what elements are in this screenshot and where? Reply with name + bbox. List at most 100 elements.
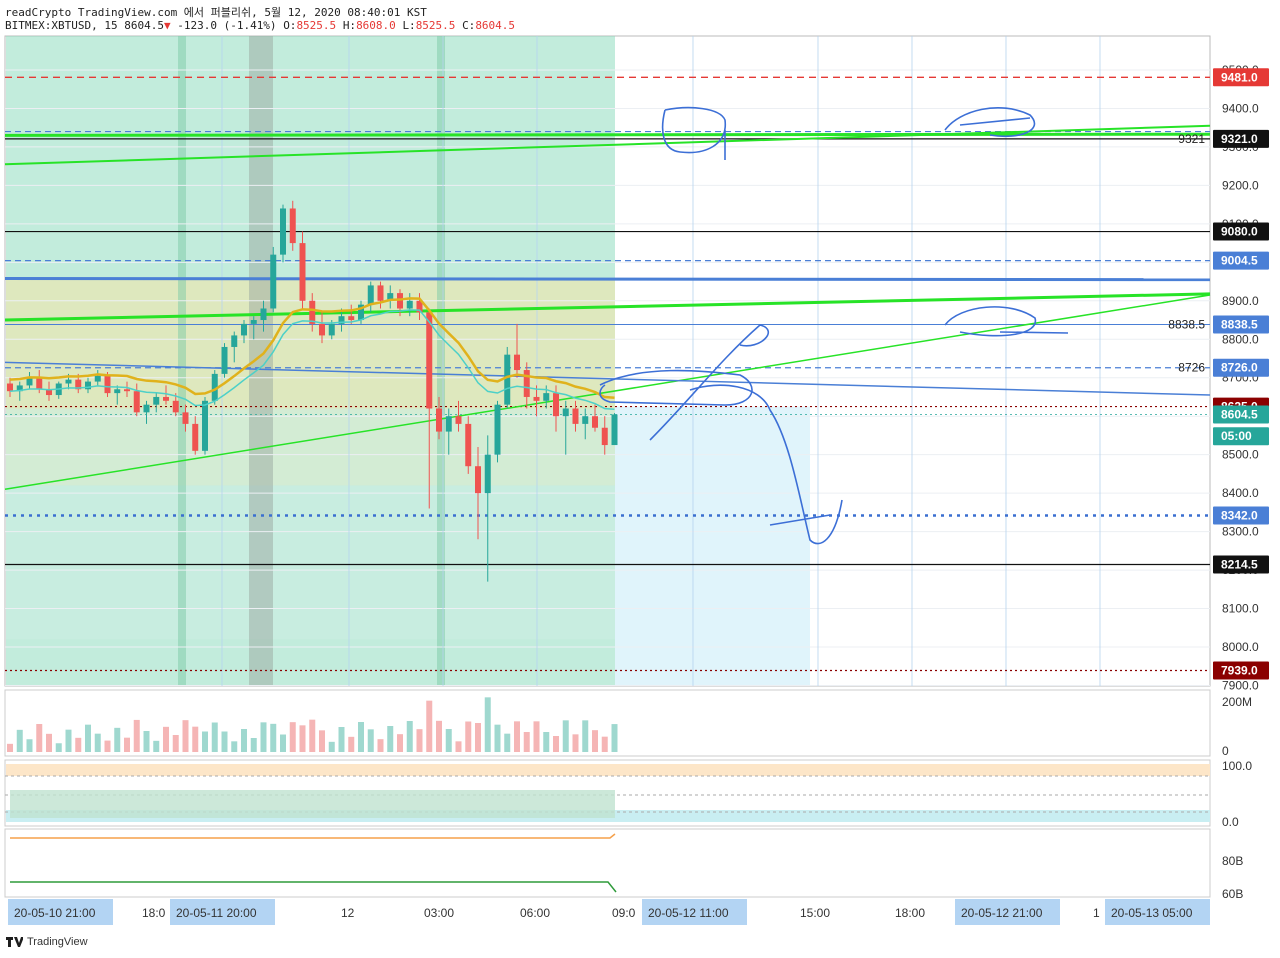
candle	[260, 308, 267, 321]
y-tick-label: 8000.0	[1222, 640, 1259, 654]
candle	[65, 379, 72, 384]
volume-bar	[328, 741, 335, 752]
candle	[250, 320, 257, 324]
x-tick-label: 1	[1093, 906, 1100, 920]
candle	[36, 377, 43, 390]
x-label-highlight	[955, 899, 1060, 925]
x-tick-label: 20-05-13 05:00	[1111, 906, 1193, 920]
open-value: 8525.5	[296, 19, 337, 32]
volume-tick-label: 0	[1222, 744, 1229, 758]
candle	[611, 414, 618, 446]
candle	[553, 393, 559, 417]
osc2-line-orange	[10, 833, 616, 839]
candle	[241, 323, 247, 336]
x-label-highlight	[8, 899, 113, 925]
volume-bar	[514, 721, 520, 752]
volume-bar	[319, 730, 325, 752]
volume-bar	[611, 724, 618, 752]
candle	[445, 416, 452, 432]
close-value: 8604.5	[475, 19, 516, 32]
candle	[221, 346, 228, 374]
volume-bar	[143, 731, 150, 752]
volume-bar	[338, 727, 345, 752]
y-tick-label: 9400.0	[1222, 101, 1259, 115]
candle	[163, 396, 169, 401]
y-tick-label: 7900.0	[1222, 678, 1259, 692]
bg-band	[178, 36, 186, 686]
symbol-name: BITMEX:XBTUSD, 15	[5, 19, 118, 32]
drawing-circle	[944, 107, 1036, 138]
osc-tick-label: 100.0	[1222, 759, 1252, 773]
y-tick-label: 8400.0	[1222, 486, 1259, 500]
candle	[94, 375, 101, 382]
candle	[514, 354, 520, 371]
drawing-path	[649, 324, 843, 545]
candle	[182, 412, 189, 424]
candle	[211, 373, 218, 401]
volume-bar	[299, 725, 306, 752]
candle	[582, 416, 589, 424]
drawing-box	[599, 369, 753, 406]
volume-bar	[387, 726, 394, 752]
candle	[85, 381, 91, 390]
y-tick-label: 8300.0	[1222, 525, 1259, 539]
volume-bar	[367, 729, 374, 752]
ma-line	[9, 309, 615, 411]
volume-bar	[601, 736, 608, 752]
drawing-circle	[944, 306, 1069, 337]
volume-bar	[114, 727, 121, 752]
volume-bar	[397, 734, 403, 752]
candle	[202, 400, 208, 451]
candle	[533, 396, 540, 401]
volume-bar	[26, 739, 33, 752]
volume-bar	[241, 729, 247, 752]
candle	[124, 389, 130, 392]
volume-bar	[280, 734, 286, 752]
candle	[455, 416, 462, 424]
volume-bar	[94, 733, 101, 752]
candle	[153, 396, 160, 405]
volume-bar	[202, 731, 208, 752]
volume-bar	[221, 731, 228, 752]
candle	[494, 404, 501, 455]
price-label-badge	[1213, 315, 1269, 334]
osc2-tick-label: 60B	[1222, 887, 1243, 901]
price-label: 9080.0	[1221, 225, 1258, 239]
x-tick-label: 15:00	[800, 906, 830, 920]
volume-bar	[309, 719, 316, 752]
high-value: 8608.0	[356, 19, 396, 32]
volume-bar	[543, 732, 550, 752]
candle	[601, 427, 608, 446]
last-price: 8604.5	[124, 19, 164, 32]
candle	[26, 377, 33, 386]
volume-bar	[426, 700, 433, 752]
osc-fill	[10, 790, 615, 818]
candle	[319, 323, 325, 336]
volume-bar	[436, 720, 442, 752]
osc-band-top	[6, 764, 1210, 776]
price-label-badge	[1213, 405, 1269, 424]
volume-bar	[104, 740, 111, 752]
price-label: 8604.5	[1221, 407, 1258, 421]
candle	[172, 400, 179, 413]
candle	[367, 285, 374, 305]
volume-bar	[582, 720, 589, 752]
candle	[309, 300, 316, 324]
x-label-highlight	[170, 899, 275, 925]
candle	[572, 408, 579, 424]
volume-bar	[36, 724, 43, 752]
x-tick-label: 03:00	[424, 906, 454, 920]
volume-bar	[475, 723, 481, 752]
volume-bar	[260, 722, 267, 752]
volume-bar	[572, 734, 579, 752]
volume-bar	[406, 721, 413, 752]
price-label: 8342.0	[1221, 508, 1258, 522]
x-tick-label: 20-05-12 21:00	[961, 906, 1043, 920]
x-tick-label: 20-05-10 21:00	[14, 906, 96, 920]
price-label: 9004.5	[1221, 254, 1258, 268]
candle	[465, 423, 472, 467]
volume-bar	[172, 735, 179, 752]
trendline-green-thick	[4, 132, 1211, 137]
volume-bar	[7, 743, 13, 752]
